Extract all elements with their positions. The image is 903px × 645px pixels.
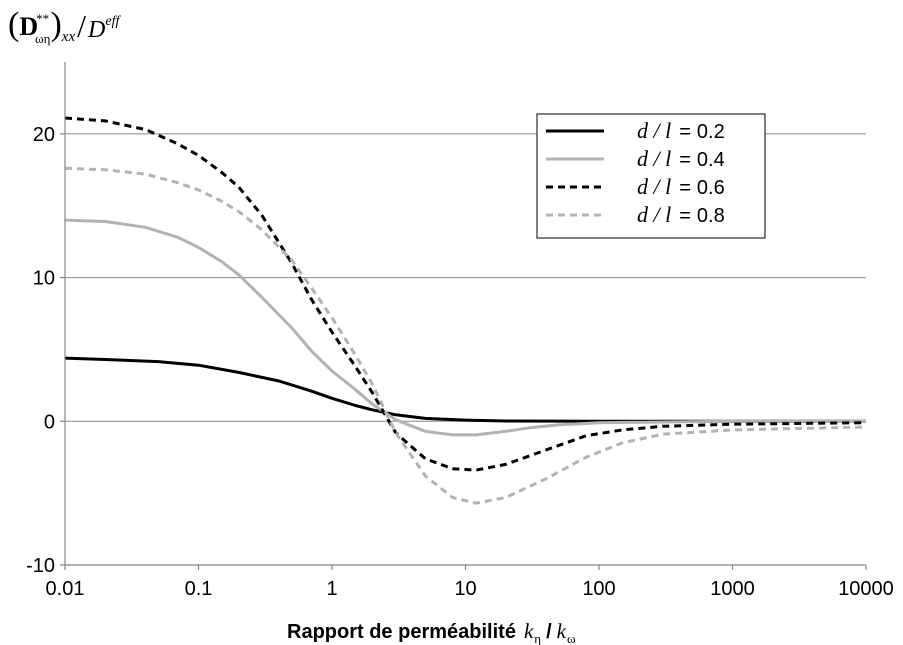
y-tick-label: -10 <box>26 555 55 577</box>
series-layer <box>64 116 867 505</box>
axes <box>60 62 867 570</box>
y-axis-label: (D** ωη)xx/Deff <box>8 6 121 46</box>
ylabel-paren-right: ) <box>50 6 61 43</box>
x-tick-label: 100 <box>582 578 615 600</box>
legend-value: 0.2 <box>697 121 725 143</box>
series-line-0.8 <box>64 166 867 505</box>
y-tick-label: 0 <box>44 411 55 433</box>
legend-entry-0.8: d / l = 0.8 <box>637 202 725 227</box>
y-tick-label: 20 <box>33 124 55 146</box>
x-tick-label: 0.1 <box>185 578 213 600</box>
legend-box <box>536 113 766 239</box>
legend-eq: = <box>679 205 691 227</box>
ylabel-denominator: D <box>87 17 105 43</box>
xlabel-slash: / <box>546 621 552 643</box>
xlabel-denominator: k <box>557 619 567 643</box>
legend-var: d / l <box>637 146 671 171</box>
legend-value: 0.8 <box>697 205 725 227</box>
x-tick-label: 1000 <box>710 578 755 600</box>
series-line-0.4 <box>64 218 866 437</box>
ylabel-superscript: ** <box>36 11 49 26</box>
legend-entry-0.4: d / l = 0.4 <box>637 146 725 171</box>
x-tick-labels: 0.01 0.1 1 10 100 1000 10000 <box>46 578 894 600</box>
x-tick-label: 1 <box>326 578 337 600</box>
x-tick-label: 10000 <box>838 578 894 600</box>
legend-var: d / l <box>637 174 671 199</box>
legend-eq: = <box>679 177 691 199</box>
y-tick-label: 10 <box>33 268 55 290</box>
x-tick-label: 0.01 <box>46 578 85 600</box>
x-tick-label: 10 <box>454 578 476 600</box>
ylabel-slash: / <box>77 8 86 44</box>
ylabel-paren-left: ( <box>8 6 19 43</box>
legend-eq: = <box>679 121 691 143</box>
legend-value: 0.6 <box>697 177 725 199</box>
legend-entry-0.2: d / l = 0.2 <box>637 118 725 143</box>
legend-eq: = <box>679 149 691 171</box>
ylabel-symbol: D <box>19 12 38 41</box>
legend: d / l = 0.2 d / l = 0.4 d / l = 0.6 d / l = 0.8 <box>536 113 766 239</box>
ylabel-denominator-superscript: eff <box>105 14 121 29</box>
y-tick-labels: -10 0 10 20 <box>26 124 55 577</box>
legend-var: d / l <box>637 118 671 143</box>
ylabel-subscript: ωη <box>35 31 51 46</box>
xlabel-denominator-sub: ω <box>567 631 576 645</box>
legend-value: 0.4 <box>697 149 725 171</box>
xlabel-text: Rapport de perméabilité <box>287 621 516 643</box>
series-line-0.2 <box>64 356 866 423</box>
ylabel-outer-subscript: xx <box>61 29 76 45</box>
legend-entry-0.6: d / l = 0.6 <box>637 174 725 199</box>
legend-var: d / l <box>637 202 671 227</box>
series-line-0.6 <box>64 116 867 472</box>
x-axis-label: Rapport de perméabilité kη / kω <box>287 619 576 645</box>
xlabel-numerator-sub: η <box>534 631 541 645</box>
xlabel-numerator: k <box>524 619 534 643</box>
